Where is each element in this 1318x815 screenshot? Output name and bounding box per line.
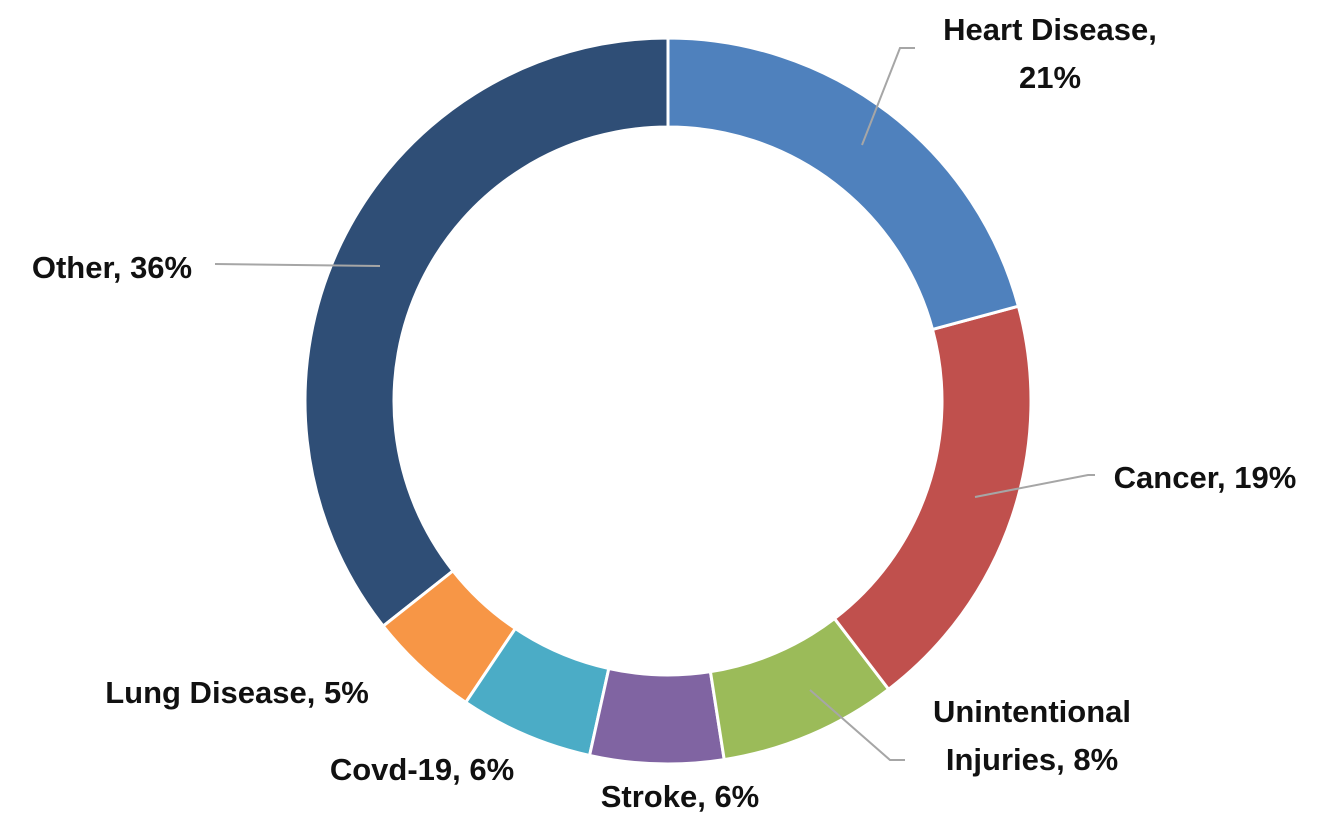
donut-segment — [381, 568, 518, 705]
data-label: Other, 36% — [31, 250, 193, 285]
leader-lines — [214, 47, 1095, 761]
leader-line — [214, 263, 381, 267]
data-label: Stroke, 6% — [600, 779, 760, 814]
donut-segment — [666, 36, 1021, 332]
data-label: Cancer, 19% — [1113, 460, 1297, 495]
leader-line — [809, 689, 905, 761]
leader-line — [861, 47, 915, 146]
donut-segment — [463, 626, 611, 758]
data-label: Covd-19, 6% — [329, 752, 515, 787]
data-label: Heart Disease, 21% — [943, 12, 1157, 95]
data-label: Lung Disease, 5% — [105, 675, 369, 710]
leader-line — [974, 474, 1095, 498]
data-label: Unintentional Injuries, 8% — [932, 694, 1132, 777]
donut-segment — [587, 666, 726, 766]
donut-segment — [303, 36, 670, 629]
donut-segment — [832, 304, 1033, 692]
